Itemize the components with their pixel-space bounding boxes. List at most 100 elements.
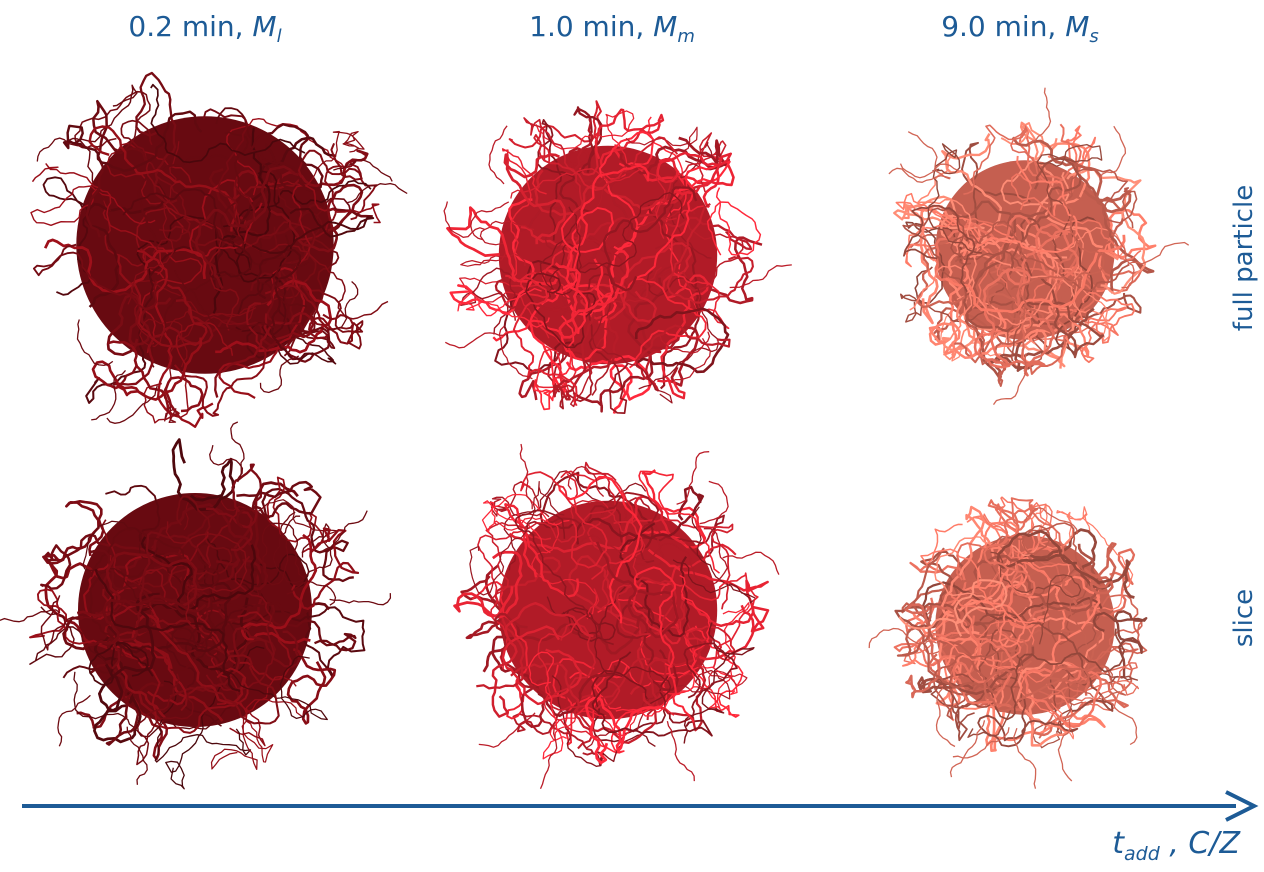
polymer-chain xyxy=(94,568,241,692)
polymer-chain xyxy=(594,108,665,166)
polymer-chain xyxy=(1019,240,1079,375)
polymer-chain xyxy=(150,83,306,164)
polymer-chain xyxy=(916,236,1045,323)
polymer-chain xyxy=(186,542,263,656)
polymer-chain xyxy=(633,566,695,723)
polymer-chain xyxy=(1010,173,1142,261)
polymer-tail xyxy=(329,593,392,606)
polymer-chain xyxy=(958,141,1031,262)
polymer-chain xyxy=(565,354,652,414)
polymer-chain xyxy=(139,307,257,368)
polymer-chain xyxy=(136,215,281,283)
polymer-chain xyxy=(647,116,699,315)
polymer-chain xyxy=(1092,610,1148,678)
polymer-chain xyxy=(983,522,1091,580)
polymer-chain xyxy=(996,529,1113,584)
polymer-tail xyxy=(326,281,359,331)
polymer-chain xyxy=(1000,122,1070,207)
polymer-chain xyxy=(136,249,214,428)
polymer-chain xyxy=(584,461,617,609)
time-axis-suffix: , C/Z xyxy=(1159,826,1240,861)
polymer-chain xyxy=(62,110,203,172)
polymer-tail xyxy=(670,337,711,384)
polymer-chain xyxy=(546,596,672,706)
polymer-tail xyxy=(259,355,300,394)
polymer-tail xyxy=(498,325,533,380)
polymer-chain xyxy=(590,278,707,369)
polymer-chain xyxy=(494,613,546,728)
polymer-chain xyxy=(505,274,578,407)
polymer-chain xyxy=(536,283,618,396)
polymer-chain xyxy=(460,220,535,267)
polymer-chain xyxy=(1056,506,1134,611)
column-title-2-prefix: 1.0 min, xyxy=(529,10,654,43)
polymer-chain xyxy=(195,165,300,290)
polymer-chain xyxy=(533,133,679,192)
polymer-chain xyxy=(503,470,647,571)
polymer-chain xyxy=(136,495,232,588)
polymer-tail xyxy=(333,158,393,182)
column-title-2: 1.0 min, Mm xyxy=(529,10,695,47)
polymer-chain xyxy=(174,261,309,332)
polymer-chain xyxy=(211,524,263,624)
polymer-chain xyxy=(131,614,246,705)
polymer-chain xyxy=(1015,276,1105,359)
polymer-chain xyxy=(983,506,1038,597)
polymer-chain xyxy=(1063,598,1127,706)
polymer-tail xyxy=(935,687,956,748)
polymer-chain xyxy=(501,148,547,279)
polymer-chain xyxy=(89,663,164,746)
polymer-chain xyxy=(91,337,203,401)
polymer-chain xyxy=(83,553,190,620)
polymer-chain xyxy=(1015,223,1090,359)
polymer-chain xyxy=(657,274,710,400)
polymer-chain xyxy=(903,204,976,293)
polymer-chain xyxy=(510,662,658,744)
polymer-chain xyxy=(514,509,614,646)
polymer-chain xyxy=(637,211,744,292)
polymer-chain xyxy=(934,524,1043,600)
polymer-chain xyxy=(140,536,257,611)
polymer-chain xyxy=(261,487,354,583)
polymer-chain xyxy=(636,236,763,305)
polymer-chain xyxy=(904,217,1017,281)
polymer-tail xyxy=(1027,87,1052,147)
polymer-chain xyxy=(954,220,1130,292)
polymer-chain xyxy=(998,496,1074,582)
polymer-tail xyxy=(488,125,508,185)
particle-slice-3 xyxy=(868,496,1148,789)
polymer-tail xyxy=(470,201,510,241)
column-title-1: 0.2 min, Ml xyxy=(128,10,281,47)
polymer-chain xyxy=(636,160,731,279)
polymer-tail xyxy=(888,167,951,183)
particle-full-1 xyxy=(30,71,408,428)
polymer-tail xyxy=(36,137,93,162)
polymer-chain xyxy=(539,471,654,550)
polymer-chain xyxy=(977,698,1079,748)
polymer-tail xyxy=(1127,241,1190,265)
polymer-chain xyxy=(944,234,1126,314)
polymer-chain xyxy=(575,191,685,274)
polymer-tail xyxy=(347,182,408,204)
polymer-chain xyxy=(518,250,598,401)
polymer-chain xyxy=(1079,291,1136,344)
polymer-chain xyxy=(672,506,757,604)
polymer-tail xyxy=(126,726,148,785)
polymer-chain xyxy=(180,654,280,725)
polymer-chain xyxy=(154,680,252,763)
polymer-chain xyxy=(565,164,650,335)
polymer-chain xyxy=(231,179,372,270)
polymer-chain xyxy=(1038,642,1135,739)
polymer-chain xyxy=(917,152,977,320)
polymer-chain xyxy=(573,118,696,215)
polymer-chain xyxy=(601,497,664,577)
polymer-chain xyxy=(62,594,207,651)
column-title-3-subscript: s xyxy=(1089,26,1099,47)
polymer-chain xyxy=(256,248,314,361)
polymer-chain xyxy=(940,505,997,635)
polymer-chain xyxy=(990,551,1082,645)
time-axis-label: tadd , C/Z xyxy=(1112,826,1240,865)
polymer-chain xyxy=(183,494,339,544)
polymer-chain xyxy=(613,518,734,610)
